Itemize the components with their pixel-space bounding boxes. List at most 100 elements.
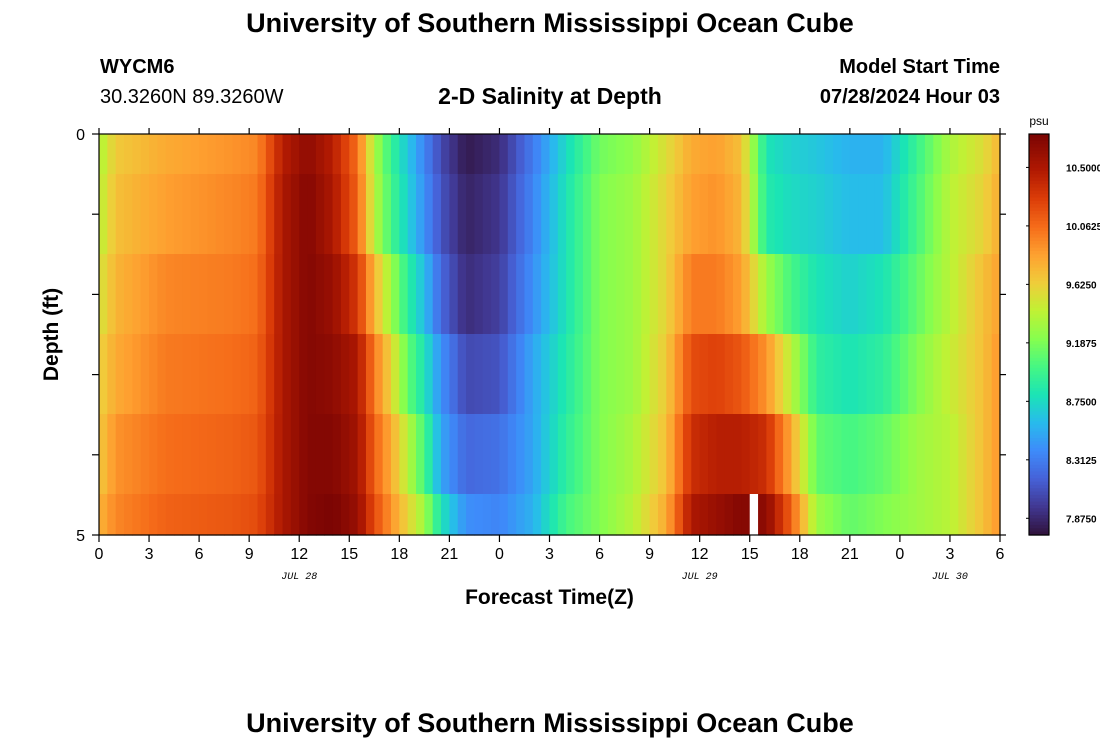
heatmap-cell [257,174,267,255]
colorbar-segment [1029,418,1049,422]
heatmap-cell [899,254,909,335]
heatmap-cell [974,494,984,536]
colorbar-tick-label: 10.0625 [1066,222,1100,233]
heatmap-cell [641,174,651,255]
heatmap-cell [299,134,309,175]
heatmap-cell [249,334,259,415]
heatmap-cell [574,414,584,495]
colorbar-segment [1029,204,1049,209]
heatmap-cell [941,334,951,415]
heatmap-cell [916,334,926,415]
heatmap-cell [224,174,234,255]
heatmap-cell [374,334,384,415]
heatmap-cell [124,134,133,175]
heatmap-cell [591,134,601,175]
heatmap-cell [724,134,734,175]
heatmap-cell [124,334,133,415]
colorbar-segment [1029,294,1049,299]
heatmap-cell [908,254,918,335]
colorbar-segment [1029,200,1049,205]
heatmap-cell [991,174,1001,255]
heatmap-cell [849,334,859,415]
colorbar-segment [1029,394,1049,399]
colorbar-segment [1029,397,1049,402]
colorbar-segment [1029,474,1049,479]
heatmap-cell [557,174,567,255]
x-tick-label: 15 [340,546,358,563]
colorbar-segment [1029,508,1049,513]
colorbar-segment [1029,361,1049,366]
heatmap-cell [240,134,250,175]
heatmap-cell [115,494,125,536]
heatmap-cell [841,334,851,415]
heatmap-cell [899,414,909,495]
heatmap-cell [899,134,909,175]
colorbar-segment [1029,528,1049,533]
heatmap-cell [799,254,809,335]
heatmap-cell [224,254,234,335]
heatmap-cell [99,174,108,255]
colorbar-segment [1029,454,1049,459]
heatmap-cell [390,174,400,255]
heatmap-cell [991,334,1001,415]
heatmap-cell [791,334,801,415]
colorbar-segment [1029,448,1049,453]
colorbar-tick-label: 8.3125 [1066,456,1097,467]
heatmap-cell [365,334,375,415]
heatmap-cell [682,414,692,495]
heatmap-cell [607,414,617,495]
colorbar-segment [1029,237,1049,242]
heatmap-cell [449,174,459,255]
heatmap-cell [632,414,642,495]
heatmap-cell [441,134,450,175]
colorbar-segment [1029,217,1049,222]
heatmap-cell [340,414,350,495]
heatmap-cell [107,494,117,536]
heatmap-cell [816,254,826,335]
heatmap-cell [708,414,717,495]
colorbar-segment [1029,468,1049,473]
heatmap-cell [340,134,350,175]
heatmap-cell [207,334,217,415]
heatmap-cell [199,494,209,536]
heatmap-cell [524,494,534,536]
heatmap-cell [666,254,676,335]
colorbar-segment [1029,404,1049,409]
heatmap-cell [941,134,951,175]
heatmap-cell [165,134,175,175]
colorbar-segment [1029,194,1049,199]
heatmap-cell [249,494,259,536]
heatmap-cell [215,134,225,175]
colorbar-segment [1029,531,1049,536]
colorbar-segment [1029,461,1049,466]
colorbar-segment [1029,164,1049,169]
heatmap-cell [791,254,801,335]
heatmap-cell [866,334,876,415]
heatmap-cell [808,414,818,495]
heatmap-cell [165,334,175,415]
heatmap-cell [149,414,158,495]
x-tick-label: 9 [645,546,654,563]
heatmap-cell [641,334,651,415]
heatmap-cell [290,254,300,335]
colorbar-segment [1029,260,1049,265]
heatmap-cell [290,134,300,175]
heatmap-cell [599,414,609,495]
colorbar-segment [1029,401,1049,406]
heatmap-cell [641,134,651,175]
heatmap-cell [624,134,634,175]
heatmap-cell [624,254,634,335]
heatmap-cell [382,254,392,335]
heatmap-cell [357,174,367,255]
colorbar-segment [1029,187,1049,192]
heatmap-cell [491,174,501,255]
colorbar-segment [1029,521,1049,526]
heatmap-cell [657,254,667,335]
x-tick-label: 12 [691,546,709,563]
heatmap-cell [282,414,292,495]
heatmap-cell [582,174,592,255]
heatmap-cell [441,414,450,495]
heatmap-cell [916,254,926,335]
heatmap-cell [858,254,868,335]
heatmap-cell [340,174,350,255]
